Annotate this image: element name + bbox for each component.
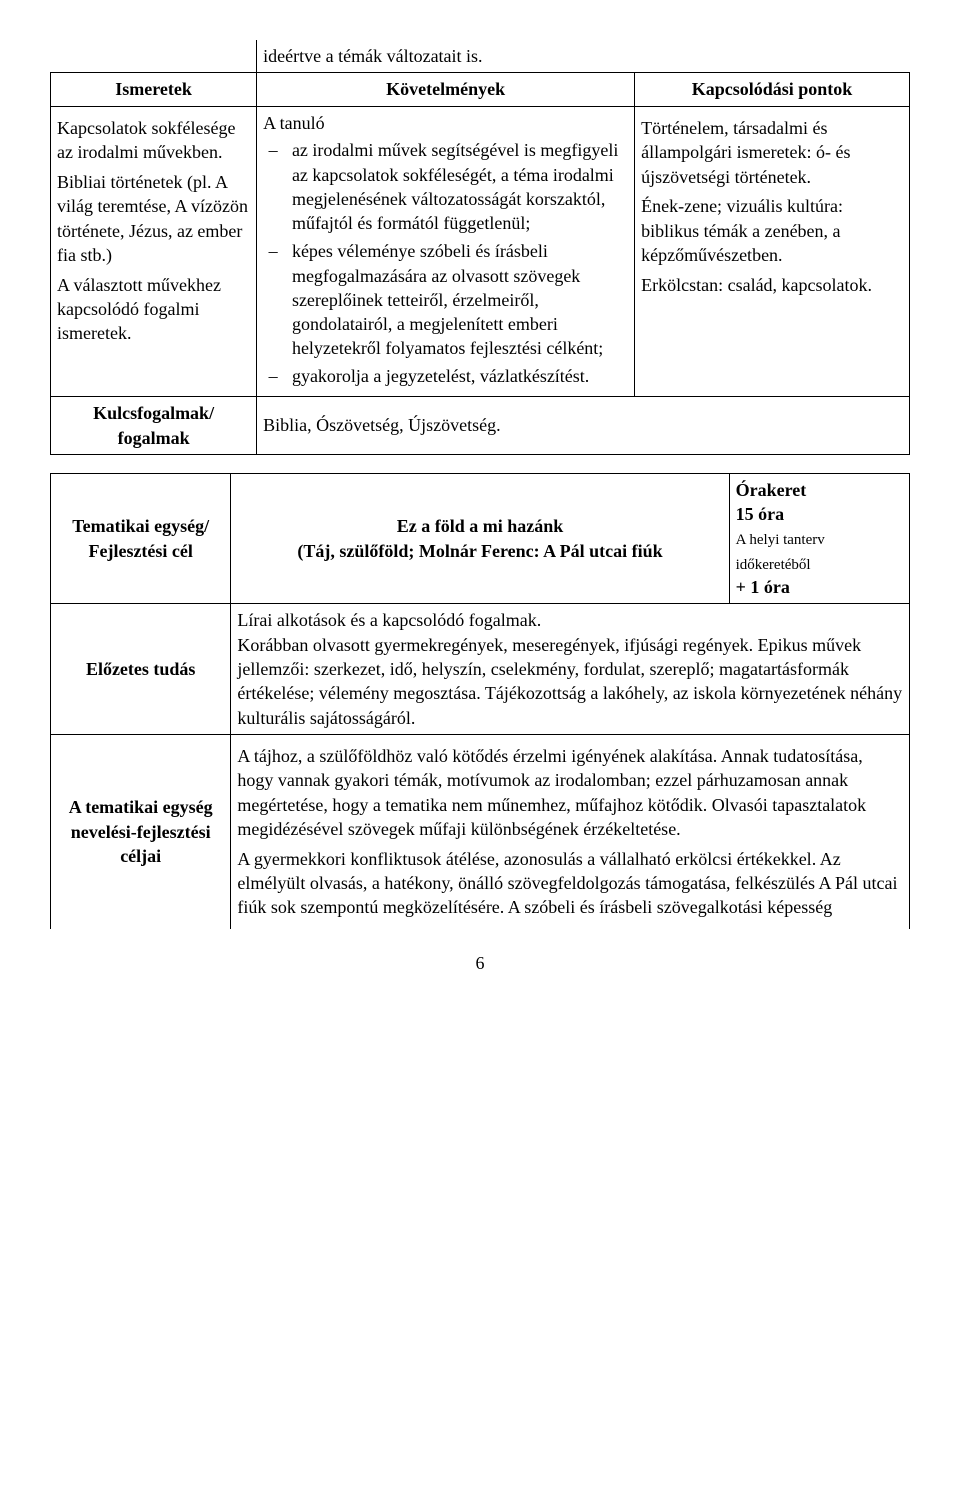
unit-label-line1: Tematikai egység/ (72, 516, 209, 536)
celjai-p1: A tájhoz, a szülőföldhöz való kötődés ér… (237, 744, 903, 841)
unit-label-cell: Tematikai egység/ Fejlesztési cél (51, 473, 231, 603)
unit-title-line1: Ez a föld a mi hazánk (397, 516, 564, 536)
unit-label-line2: Fejlesztési cél (88, 541, 192, 561)
kulcsfogalmak-value: Biblia, Ószövetség, Újszövetség. (257, 397, 910, 455)
kapcsolodasi-p2: Ének-zene; vizuális kultúra: biblikus té… (641, 194, 903, 267)
unit-title-line2: (Táj, szülőföld; Molnár Ferenc: A Pál ut… (297, 541, 662, 561)
unit-title-cell: Ez a föld a mi hazánk (Táj, szülőföld; M… (231, 473, 729, 603)
elozetes-tudas-row: Előzetes tudás Lírai alkotások és a kapc… (51, 604, 910, 734)
elozetes-tudas-content: Lírai alkotások és a kapcsolódó fogalmak… (231, 604, 910, 734)
kapcsolodasi-cell: Történelem, társadalmi és állampolgári i… (635, 106, 910, 397)
kulcsfogalmak-label: Kulcsfogalmak/ fogalmak (51, 397, 257, 455)
ismeretek-p2: Bibliai történetek (pl. A világ teremtés… (57, 170, 250, 267)
table-thematic-unit: Tematikai egység/ Fejlesztési cél Ez a f… (50, 473, 910, 929)
note-row: ideértve a témák változatait is. (51, 40, 910, 73)
kovetelmenyek-list: az irodalmi művek segítségével is megfig… (263, 138, 628, 388)
orakeret-plus: + 1 óra (736, 577, 790, 597)
orakeret-hours: 15 óra (736, 504, 785, 524)
ismeretek-p1: Kapcsolatok sokfélesége az irodalmi műve… (57, 116, 250, 165)
table-knowledge-requirements: ideértve a témák változatait is. Ismeret… (50, 40, 910, 455)
header-kapcsolodasi-pontok: Kapcsolódási pontok (635, 73, 910, 106)
ismeretek-cell: Kapcsolatok sokfélesége az irodalmi műve… (51, 106, 257, 397)
orakeret-subtext: A helyi tanterv időkeretéből (736, 532, 825, 572)
kapcsolodasi-p1: Történelem, társadalmi és állampolgári i… (641, 116, 903, 189)
celjai-content: A tájhoz, a szülőföldhöz való kötődés ér… (231, 734, 910, 929)
elozetes-tudas-label: Előzetes tudás (51, 604, 231, 734)
page-number: 6 (50, 953, 910, 974)
note-cell: ideértve a témák változatait is. (257, 40, 910, 73)
header-row: Ismeretek Követelmények Kapcsolódási pon… (51, 73, 910, 106)
kovetelmenyek-cell: A tanuló az irodalmi művek segítségével … (257, 106, 635, 397)
celjai-label: A tematikai egység nevelési-fejlesztési … (51, 734, 231, 929)
kapcsolodasi-p3: Erkölcstan: család, kapcsolatok. (641, 273, 903, 297)
celjai-row: A tematikai egység nevelési-fejlesztési … (51, 734, 910, 929)
header-kovetelmenyek: Követelmények (257, 73, 635, 106)
kovetelmenyek-lead: A tanuló (263, 113, 325, 133)
celjai-p2: A gyermekkori konfliktusok átélése, azon… (237, 847, 903, 920)
ismeretek-p3: A választott művekhez kapcsolódó fogalmi… (57, 273, 250, 346)
orakeret-cell: Órakeret 15 óra A helyi tanterv időkeret… (729, 473, 909, 603)
orakeret-label: Órakeret (736, 480, 807, 500)
kovetelmenyek-item-2: képes véleménye szóbeli és írásbeli megf… (285, 239, 628, 360)
header-ismeretek: Ismeretek (51, 73, 257, 106)
kovetelmenyek-item-1: az irodalmi művek segítségével is megfig… (285, 138, 628, 235)
unit-title-row: Tematikai egység/ Fejlesztési cél Ez a f… (51, 473, 910, 603)
kulcsfogalmak-row: Kulcsfogalmak/ fogalmak Biblia, Ószövets… (51, 397, 910, 455)
content-row: Kapcsolatok sokfélesége az irodalmi műve… (51, 106, 910, 397)
kovetelmenyek-item-3: gyakorolja a jegyzetelést, vázlatkészíté… (285, 364, 628, 388)
